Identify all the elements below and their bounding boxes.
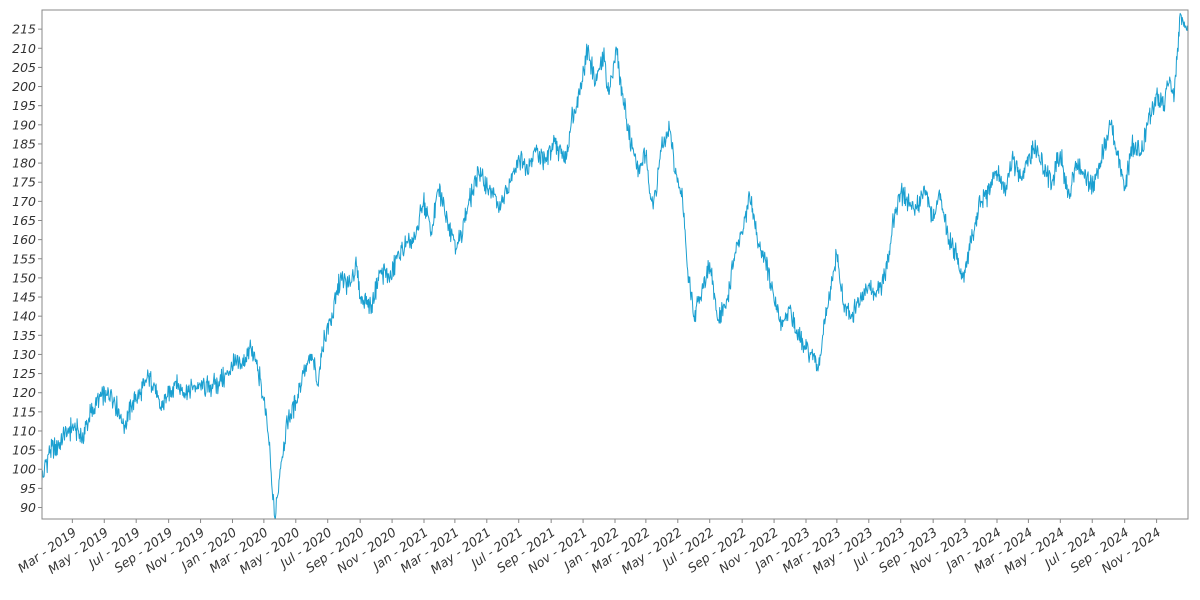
y-tick-label: 135 xyxy=(12,328,36,343)
y-tick-label: 170 xyxy=(12,194,36,209)
y-tick-label: 115 xyxy=(12,404,36,419)
y-tick-label: 95 xyxy=(20,481,36,496)
y-tick-label: 105 xyxy=(12,443,36,458)
y-tick-label: 145 xyxy=(12,290,36,305)
y-tick-label: 160 xyxy=(12,232,36,247)
y-tick-label: 195 xyxy=(12,98,36,113)
y-tick-label: 185 xyxy=(12,136,36,151)
plot-area xyxy=(41,12,1189,519)
y-tick-label: 130 xyxy=(12,347,36,362)
y-tick-label: 125 xyxy=(12,366,36,381)
y-tick-label: 210 xyxy=(12,41,36,56)
y-tick-label: 165 xyxy=(12,213,36,228)
y-tick-label: 155 xyxy=(12,251,36,266)
y-tick-label: 120 xyxy=(12,385,36,400)
y-tick-label: 90 xyxy=(20,500,36,515)
y-tick-label: 110 xyxy=(12,423,36,438)
y-axis: 90 95 100 105 110 115 120 125 130 135 140 145 150 155… xyxy=(12,22,42,515)
y-tick-label: 215 xyxy=(12,22,36,37)
y-tick-label: 100 xyxy=(12,462,36,477)
plot-frame xyxy=(41,9,1189,520)
y-tick-label: 200 xyxy=(12,79,36,94)
y-tick-label: 190 xyxy=(12,117,36,132)
series-line xyxy=(41,12,1189,519)
y-tick-label: 150 xyxy=(12,270,36,285)
y-tick-label: 140 xyxy=(12,309,36,324)
y-tick-label: 175 xyxy=(12,175,36,190)
y-tick-label: 180 xyxy=(12,156,36,171)
y-tick-label: 205 xyxy=(12,60,36,75)
